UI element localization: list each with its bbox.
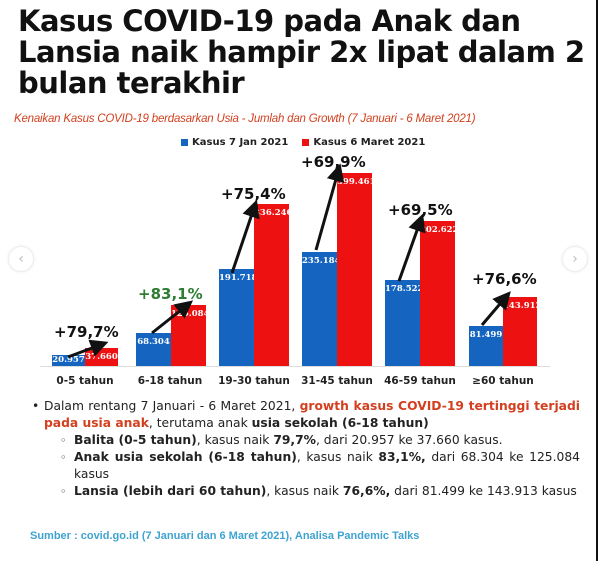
growth-label: +69,5% (388, 201, 453, 219)
bar-jan-46-59: 178.522 (385, 280, 424, 366)
note-text: , dari 20.957 ke 37.660 kasus. (315, 433, 503, 447)
note-text: , kasus naik (196, 433, 274, 447)
x-tick-label: 31-45 tahun (301, 375, 373, 387)
source-citation: Sumber : covid.go.id (7 Januari dan 6 Ma… (30, 530, 420, 542)
chevron-right-icon: › (572, 251, 578, 267)
bar-mar-19-30: 336.246 (254, 204, 293, 366)
chevron-left-icon: ‹ (18, 251, 24, 267)
note-text: , terutama anak (148, 416, 252, 430)
growth-arrows (67, 163, 511, 359)
legend-label: Kasus 6 Maret 2021 (313, 137, 426, 148)
bar-value: 178.522 (385, 284, 424, 294)
chart-subtitle: Kenaikan Kasus COVID-19 berdasarkan Usia… (14, 113, 476, 125)
growth-label: +75,4% (221, 185, 286, 203)
notes-section: Dalam rentang 7 Januari - 6 Maret 2021, … (32, 398, 580, 500)
x-tick-label: ≥60 tahun (472, 375, 534, 387)
bar-value: 235.184 (302, 256, 341, 266)
bar-value: 68.304 (137, 337, 170, 347)
legend-item-mar: Kasus 6 Maret 2021 (302, 137, 425, 148)
note-text: Dalam rentang 7 Januari - 6 Maret 2021, (44, 399, 300, 413)
note-pct: 79,7% (273, 433, 316, 447)
note-sub-balita: Balita (0-5 tahun), kasus naik 79,7%, da… (32, 432, 580, 449)
bar-value: 81.499 (469, 330, 503, 340)
legend-item-jan: Kasus 7 Jan 2021 (181, 137, 288, 148)
note-sub-anak-sekolah: Anak usia sekolah (6-18 tahun), kasus na… (32, 449, 580, 483)
note-bold: Lansia (lebih dari 60 tahun) (74, 484, 267, 498)
note-highlight: growth kasus COVID-19 tertinggi terjadi … (44, 399, 580, 430)
note-bold: Balita (0-5 tahun) (74, 433, 197, 447)
chart-legend: Kasus 7 Jan 2021 Kasus 6 Maret 2021 (181, 137, 425, 148)
note-pct: 83,1%, (378, 450, 426, 464)
bar-jan-19-30: 191.718 (219, 269, 258, 366)
bar-value: 143.913 (503, 301, 542, 311)
x-tick-label: 19-30 tahun (218, 375, 290, 387)
note-bold: Anak usia sekolah (6-18 tahun) (74, 450, 297, 464)
growth-label: +79,7% (54, 323, 119, 341)
bar-value: 20.957 (52, 355, 85, 365)
bar-mar-31-45: 399.461 (337, 173, 376, 366)
growth-label: +69,9% (301, 153, 366, 171)
note-text: dari 81.499 ke 143.913 kasus (390, 484, 577, 498)
bar-jan-6-18: 68.304 (136, 333, 171, 366)
note-pct: 76,6%, (342, 484, 391, 498)
bar-chart: 20.957 37.660 68.304 125.084 191.718 336… (40, 153, 550, 387)
growth-label: +83,1% (138, 285, 203, 303)
note-text: dari 68.304 ke 125.084 kasus (74, 450, 580, 481)
bar-jan-31-45: 235.184 (302, 252, 341, 366)
note-bold: usia sekolah (6-18 tahun) (251, 416, 429, 430)
note-sub-lansia: Lansia (lebih dari 60 tahun), kasus naik… (32, 483, 580, 500)
note-text: , kasus naik (296, 450, 379, 464)
legend-label: Kasus 7 Jan 2021 (192, 137, 289, 148)
x-tick-label: 0-5 tahun (56, 375, 114, 387)
bar-jan-60-plus: 81.499 (469, 326, 503, 366)
bar-value: 302.622 (420, 225, 459, 235)
bar-value: 191.718 (219, 273, 258, 283)
x-tick-label: 6-18 tahun (137, 375, 203, 387)
legend-swatch-red (302, 139, 310, 146)
bar-jan-0-5: 20.957 (52, 355, 85, 366)
x-tick-label: 46-59 tahun (384, 375, 456, 387)
bar-value: 399.461 (337, 177, 376, 187)
bar-value: 37.660 (85, 352, 118, 362)
legend-swatch-blue (181, 139, 188, 146)
note-main: Dalam rentang 7 Januari - 6 Maret 2021, … (32, 398, 580, 432)
page-title: Kasus COVID-19 pada Anak dan Lansia naik… (18, 4, 585, 100)
carousel-next-button[interactable]: › (562, 246, 588, 272)
bar-value: 336.246 (254, 208, 293, 218)
bar-mar-46-59: 302.622 (420, 221, 459, 366)
chart-baseline (40, 366, 550, 367)
carousel-prev-button[interactable]: ‹ (8, 246, 34, 272)
growth-label: +76,6% (472, 270, 537, 288)
note-text: , kasus naik (266, 484, 343, 498)
frame-border (596, 0, 598, 561)
